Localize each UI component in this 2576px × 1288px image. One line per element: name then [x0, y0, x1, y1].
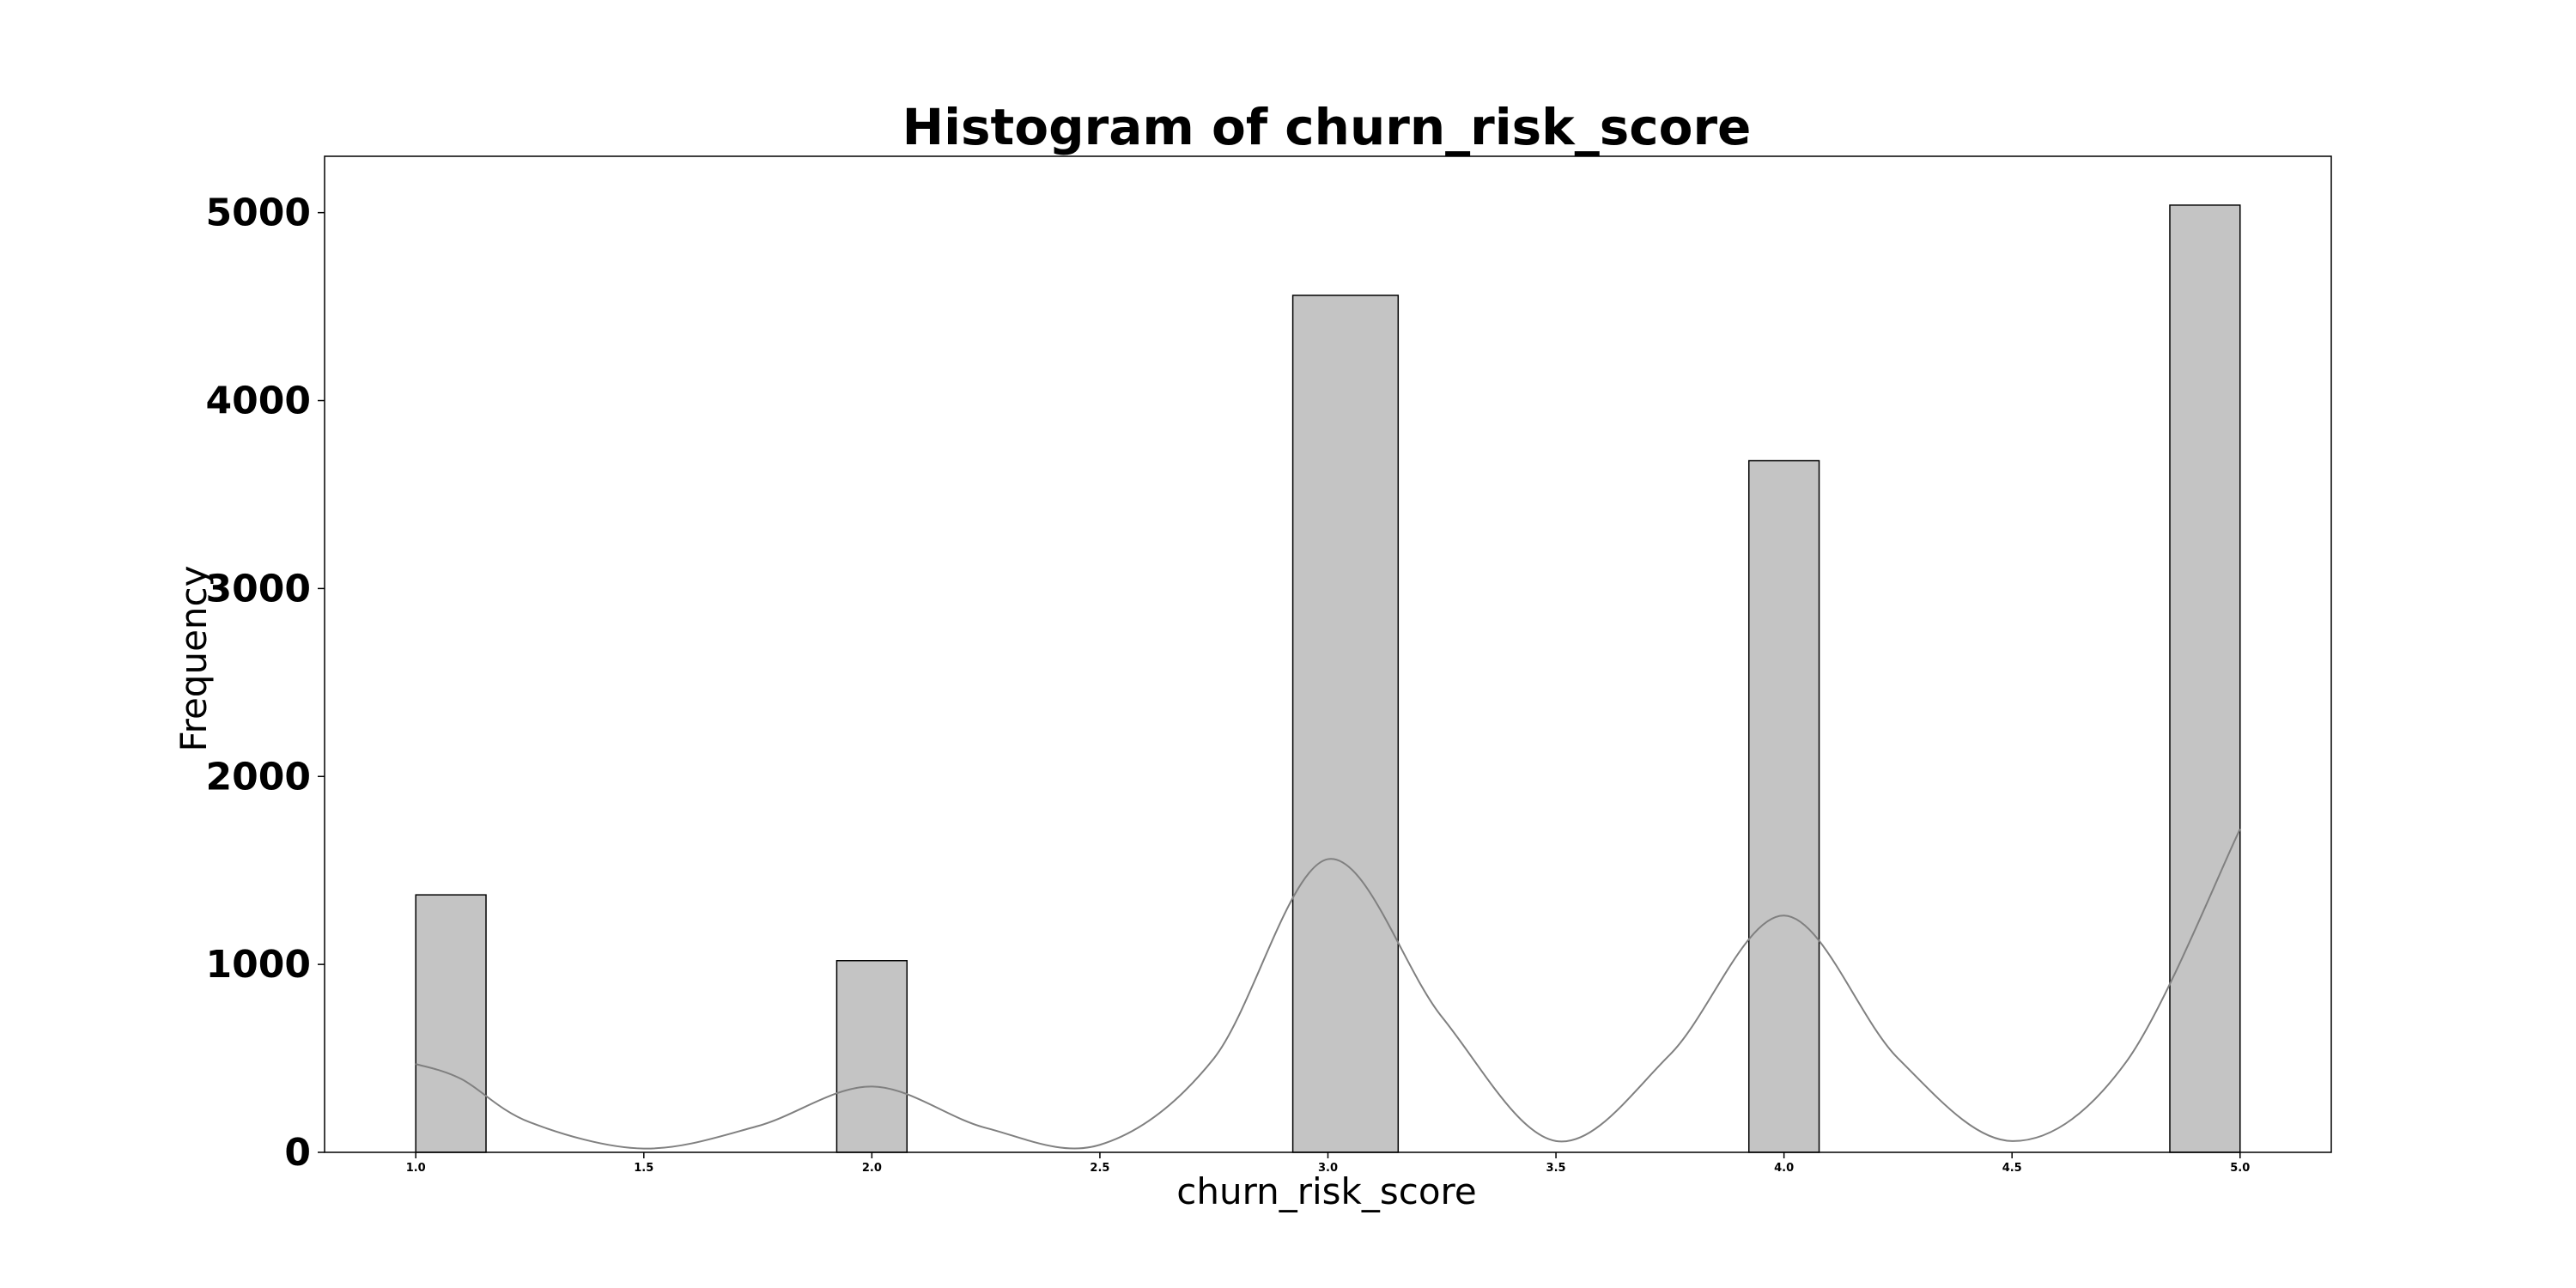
- y-tick-label-2000: 2000: [206, 755, 311, 799]
- y-tick-label-0: 0: [284, 1131, 311, 1175]
- bars-group: [415, 204, 2241, 1153]
- x-tick-label-3.5: 3.5: [1546, 1162, 1566, 1175]
- y-tick-label-3000: 3000: [206, 567, 311, 611]
- histogram-bar-2: [835, 960, 908, 1153]
- kde-curve-group: [415, 829, 2241, 1150]
- y-tick-label-5000: 5000: [206, 191, 311, 235]
- chart-title: Histogram of churn_risk_score: [902, 98, 1752, 156]
- plot-frame: [324, 155, 2332, 1153]
- y-tick-label-4000: 4000: [206, 380, 311, 423]
- y-axis-ticks: 0 1000 2000 3000 4000 5000: [206, 191, 325, 1175]
- kde-curve-line: [415, 829, 2241, 1150]
- x-tick-label-4.0: 4.0: [1774, 1162, 1794, 1175]
- x-tick-label-2.5: 2.5: [1090, 1162, 1109, 1175]
- y-tick-label-1000: 1000: [206, 943, 311, 987]
- y-axis-label: Frequency: [173, 566, 215, 752]
- histogram-bar-5: [2169, 204, 2241, 1153]
- x-tick-label-1.0: 1.0: [406, 1162, 426, 1175]
- x-tick-label-4.5: 4.5: [2002, 1162, 2022, 1175]
- histogram-bar-1: [415, 894, 487, 1153]
- x-tick-label-1.5: 1.5: [634, 1162, 653, 1175]
- x-tick-label-5.0: 5.0: [2230, 1162, 2250, 1175]
- x-tick-label-2.0: 2.0: [862, 1162, 882, 1175]
- x-axis-label: churn_risk_score: [1176, 1170, 1476, 1212]
- x-tick-label-3.0: 3.0: [1318, 1162, 1338, 1175]
- histogram-bar-3: [1291, 295, 1400, 1153]
- histogram-bar-4: [1747, 459, 1820, 1153]
- x-axis-ticks: 1.0 1.5 2.0 2.5 3.0 3.5 4.0 4.5 5.0: [406, 1152, 2250, 1175]
